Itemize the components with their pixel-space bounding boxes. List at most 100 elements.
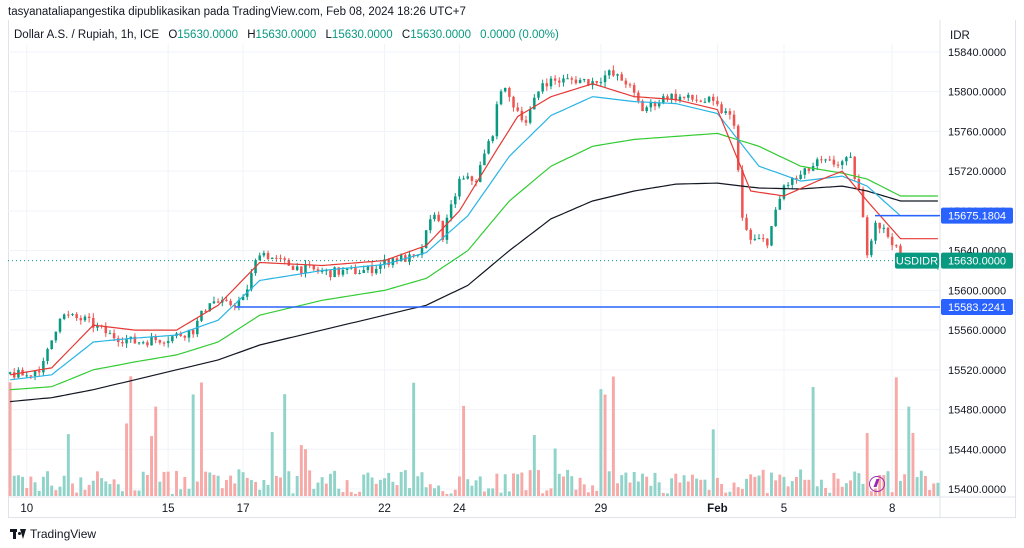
volume-bar	[790, 481, 794, 496]
volume-bar	[928, 490, 932, 496]
brand-name: TradingView	[30, 527, 97, 541]
ema-mid-line	[10, 96, 938, 381]
candle-body	[707, 96, 711, 102]
volume-bar	[112, 479, 116, 496]
volume-bar	[141, 471, 145, 496]
volume-bar	[420, 472, 424, 496]
candle-body	[770, 226, 773, 246]
volume-bar	[503, 474, 507, 496]
volume-bar	[304, 449, 307, 496]
candle-body	[433, 214, 436, 220]
candle-body	[250, 273, 253, 290]
candle-body	[641, 100, 644, 112]
candle-body	[67, 314, 70, 316]
candle-body	[857, 178, 861, 190]
volume-bar	[894, 377, 898, 496]
currency-label[interactable]: IDR	[950, 30, 970, 42]
volume-bar	[757, 475, 761, 496]
volume-bar	[287, 471, 291, 496]
candle-body	[853, 156, 856, 179]
volume-bar	[116, 484, 120, 496]
candle-body	[678, 96, 682, 101]
volume-bar	[208, 472, 212, 496]
candle-body	[233, 305, 237, 307]
volume-bar	[778, 474, 782, 496]
candle-body	[225, 299, 228, 301]
low-label: L	[325, 29, 332, 41]
tradingview-brand[interactable]: TradingView	[10, 527, 96, 541]
candle-body	[670, 93, 673, 100]
volume-bar	[828, 492, 832, 496]
volume-bar	[403, 470, 407, 496]
volume-bar	[191, 394, 195, 496]
volume-bar	[187, 488, 191, 496]
candle-body	[141, 342, 145, 344]
candle-body	[287, 259, 291, 266]
volume-bar	[478, 476, 482, 496]
candle-body	[454, 196, 457, 205]
volume-bar	[341, 492, 345, 496]
candle-body	[8, 372, 12, 374]
volume-bar	[537, 470, 540, 496]
volume-bar	[462, 405, 466, 496]
candle-body	[766, 238, 769, 246]
volume-bar	[591, 485, 595, 496]
volume-bar	[79, 477, 83, 496]
volume-bar	[41, 476, 45, 496]
volume-bar	[62, 475, 66, 496]
candle-body	[458, 178, 461, 197]
candle-body	[212, 301, 216, 304]
ema-long-line	[10, 182, 938, 403]
candle-body	[25, 375, 28, 377]
volume-bar	[370, 477, 374, 496]
volume-bar	[274, 475, 278, 496]
x-tick-label: 17	[237, 503, 250, 515]
volume-bar	[104, 481, 108, 496]
volume-bar	[595, 490, 599, 496]
candle-body	[732, 114, 736, 126]
volume-bar	[574, 489, 578, 496]
lightning-alert-icon[interactable]	[869, 476, 885, 492]
candle-body	[782, 185, 786, 199]
volume-bar	[474, 480, 478, 496]
volume-bar	[919, 470, 923, 496]
volume-bar	[620, 475, 624, 496]
candle-body	[803, 168, 807, 175]
candle-body	[445, 217, 449, 240]
volume-bar	[229, 475, 233, 496]
candle-body	[133, 336, 137, 344]
volume-bar	[545, 490, 549, 496]
x-tick-label: 5	[781, 503, 787, 515]
candle-body	[649, 101, 653, 108]
volume-bar	[179, 489, 183, 496]
volume-bar	[249, 480, 253, 496]
volume-bar	[653, 472, 657, 496]
candle-body	[75, 314, 78, 319]
volume-bar	[158, 481, 162, 496]
volume-bar	[649, 485, 653, 496]
volume-bar	[320, 477, 324, 496]
change-value: 0.0000 (0.00%)	[480, 29, 559, 41]
candle-body	[29, 375, 33, 377]
volume-bar	[695, 478, 699, 496]
y-tick-label: 15440.0000	[948, 444, 1006, 456]
volume-bar	[661, 492, 665, 496]
candle-body	[408, 254, 411, 262]
volume-bar	[678, 482, 682, 496]
candle-body	[187, 329, 191, 338]
candle-body	[96, 325, 99, 328]
volume-bar	[412, 382, 416, 496]
candle-body	[624, 80, 628, 85]
candle-body	[653, 101, 657, 107]
candle-body	[275, 257, 278, 259]
candle-body	[12, 372, 16, 378]
symbol-label[interactable]: Dollar A.S. / Rupiah, 1h, ICE	[14, 29, 160, 41]
candle-body	[632, 85, 636, 93]
volume-bar	[753, 476, 757, 496]
volume-bar	[703, 479, 707, 496]
volume-bar	[732, 482, 736, 496]
volume-bar	[682, 475, 686, 496]
tradingview-logo-icon	[10, 529, 26, 539]
volume-bar	[25, 487, 29, 496]
